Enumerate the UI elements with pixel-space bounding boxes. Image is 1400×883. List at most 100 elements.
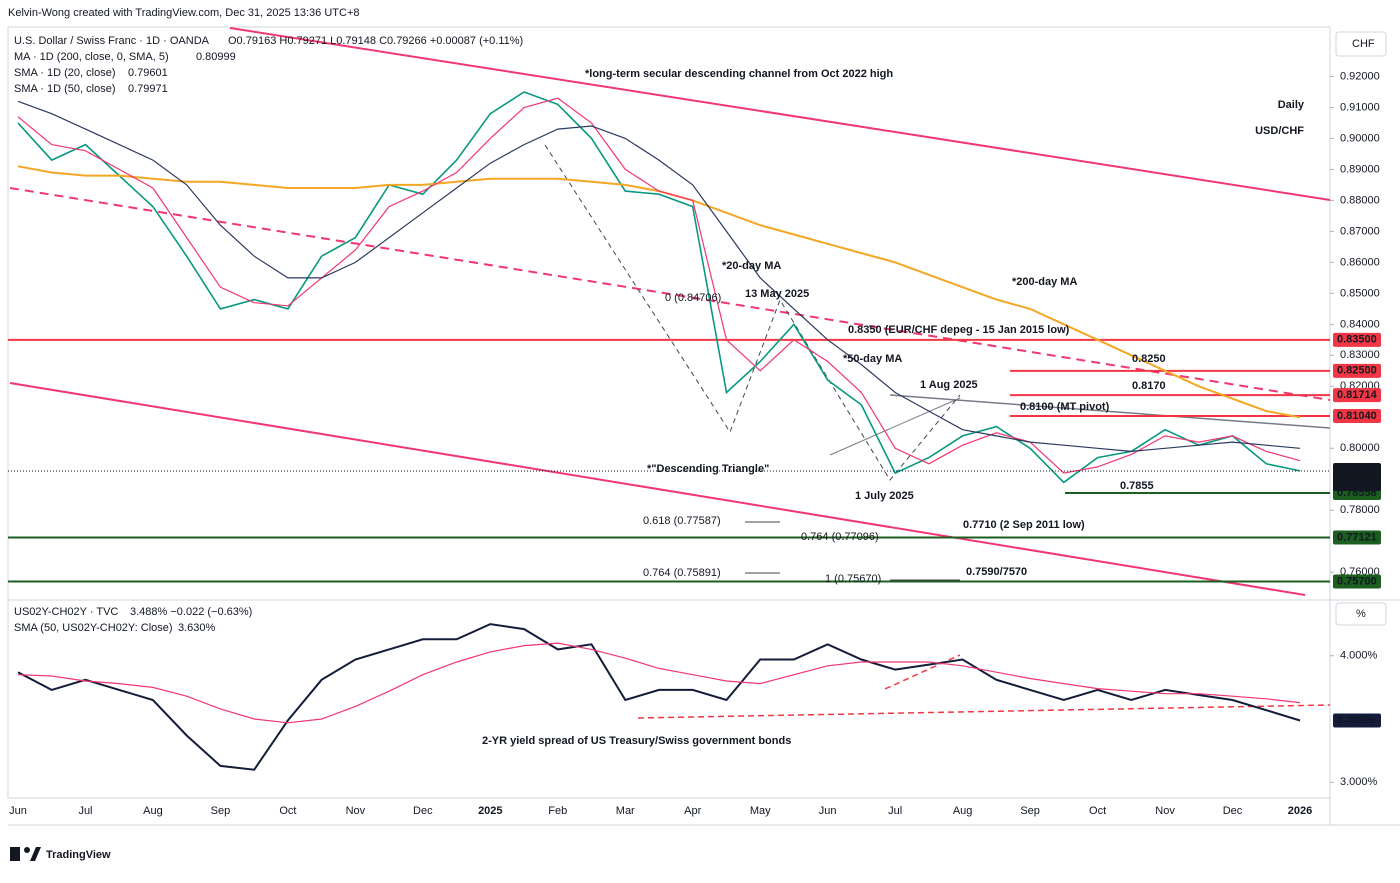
level-tag bbox=[1333, 574, 1381, 589]
annotation: 0.764 (0.77096) bbox=[801, 531, 879, 543]
y-tick-label: 0.87000 bbox=[1340, 225, 1380, 237]
annotation: 0.8100 (MT pivot) bbox=[1020, 401, 1110, 413]
x-tick-label: Oct bbox=[279, 805, 296, 817]
annotation: 0.618 (0.77587) bbox=[643, 515, 721, 527]
x-tick-label: Jun bbox=[9, 805, 27, 817]
y-tick-label: 0.78000 bbox=[1340, 504, 1380, 516]
fib-path bbox=[544, 144, 961, 481]
annotation: 0.8250 bbox=[1132, 353, 1166, 365]
level-tag-label: 0.75700 bbox=[1337, 575, 1377, 587]
y-tick-label: 3.000% bbox=[1340, 776, 1378, 788]
annotation: 0.8170 bbox=[1132, 380, 1166, 392]
annotation: 1 (0.75670) bbox=[825, 573, 881, 585]
y-tick-label: 0.91000 bbox=[1340, 101, 1380, 113]
brand: TradingView bbox=[46, 849, 111, 861]
currency: CHF bbox=[1352, 38, 1375, 50]
x-tick-label: Aug bbox=[953, 805, 973, 817]
x-tick-label: Dec bbox=[1223, 805, 1243, 817]
legend-value: 0.79971 bbox=[128, 83, 168, 95]
triangle-upper bbox=[889, 394, 1331, 429]
level-tag-label: 0.83500 bbox=[1337, 334, 1377, 346]
legend-value: 3.630% bbox=[178, 622, 216, 634]
y-tick-label: 0.88000 bbox=[1340, 194, 1380, 206]
x-tick-label: Dec bbox=[413, 805, 433, 817]
x-tick-label: 2026 bbox=[1288, 805, 1312, 817]
annotation: 0.8350 (EUR/CHF depeg - 15 Jan 2015 low) bbox=[848, 324, 1070, 336]
logo-mark bbox=[10, 847, 20, 861]
series-line bbox=[17, 642, 1301, 724]
annotation: 1 Aug 2025 bbox=[920, 379, 978, 391]
annotation: 0.7855 bbox=[1120, 480, 1154, 492]
level-tag-label: 0.81714 bbox=[1337, 389, 1378, 401]
currency-box[interactable] bbox=[1335, 31, 1387, 57]
annotation: *200-day MA bbox=[1012, 276, 1077, 288]
legend-name: US02Y-CH02Y · TVC bbox=[14, 606, 118, 618]
subtitle: USD/CHF bbox=[1255, 125, 1304, 137]
credit: Kelvin-Wong created with TradingView.com… bbox=[8, 7, 359, 19]
legend-name: SMA (50, US02Y-CH02Y: Close) bbox=[14, 622, 173, 634]
series-line bbox=[17, 91, 1301, 484]
level-tag-label: 0.82500 bbox=[1337, 365, 1377, 377]
level-tag-label: 0.81040 bbox=[1337, 410, 1377, 422]
y-tick-label: 0.89000 bbox=[1340, 163, 1380, 175]
x-tick-label: Aug bbox=[143, 805, 163, 817]
level-tag bbox=[1333, 388, 1381, 403]
spread-trendline bbox=[884, 654, 961, 690]
legend-value: 0.79601 bbox=[128, 67, 168, 79]
annotation: 13 May 2025 bbox=[745, 288, 809, 300]
x-tick-label: Jun bbox=[819, 805, 837, 817]
x-tick-label: Nov bbox=[346, 805, 366, 817]
x-tick-label: Mar bbox=[616, 805, 635, 817]
last-price-tag bbox=[1333, 463, 1381, 492]
x-tick-label: Jul bbox=[78, 805, 92, 817]
countdown: 16:23:34 bbox=[1337, 477, 1380, 489]
annotation: *long-term secular descending channel fr… bbox=[585, 68, 893, 80]
legend-symbol: U.S. Dollar / Swiss Franc · 1D · OANDA bbox=[14, 35, 210, 47]
annotation: *20-day MA bbox=[722, 260, 781, 272]
last-price-label: 0.79266 bbox=[1337, 464, 1377, 476]
title: Daily bbox=[1278, 99, 1305, 111]
last-value-tag bbox=[1333, 713, 1381, 728]
annotation: 0.7710 (2 Sep 2011 low) bbox=[963, 519, 1085, 531]
channel-lower bbox=[9, 382, 1306, 596]
legend-name: SMA · 1D (20, close) bbox=[14, 67, 115, 79]
x-tick-label: 2025 bbox=[478, 805, 502, 817]
level-tag bbox=[1333, 332, 1381, 347]
level-tag-label: 0.77121 bbox=[1337, 531, 1377, 543]
spread-support bbox=[637, 704, 1331, 719]
legend-value: 3.488% −0.022 (−0.63%) bbox=[130, 606, 252, 618]
unit: % bbox=[1356, 608, 1366, 620]
x-tick-label: Jul bbox=[888, 805, 902, 817]
series-line bbox=[17, 623, 1301, 771]
legend-ohlc: O0.79163 H0.79271 L0.79148 C0.79266 +0.0… bbox=[228, 35, 523, 47]
y-tick-label: 0.90000 bbox=[1340, 132, 1380, 144]
level-tag bbox=[1333, 363, 1381, 378]
annotation: *50-day MA bbox=[843, 353, 902, 365]
annotation: 2-YR yield spread of US Treasury/Swiss g… bbox=[482, 735, 791, 747]
annotation: 1 July 2025 bbox=[855, 490, 914, 502]
channel-upper bbox=[229, 27, 1331, 201]
legend-name: SMA · 1D (50, close) bbox=[14, 83, 115, 95]
x-tick-label: Sep bbox=[211, 805, 231, 817]
y-tick-label: 0.92000 bbox=[1340, 70, 1380, 82]
x-tick-label: Oct bbox=[1089, 805, 1106, 817]
logo-mark bbox=[24, 847, 30, 853]
y-tick-label: 0.86000 bbox=[1340, 256, 1380, 268]
y-tick-label: 0.84000 bbox=[1340, 318, 1380, 330]
logo-mark bbox=[30, 847, 41, 861]
series-line bbox=[17, 97, 1301, 474]
y-tick-label: 0.85000 bbox=[1340, 287, 1380, 299]
x-tick-label: Apr bbox=[684, 805, 701, 817]
annotation: 0.764 (0.75891) bbox=[643, 567, 721, 579]
triangle-arrow bbox=[829, 397, 961, 456]
annotation: 0.7590/7570 bbox=[966, 566, 1027, 578]
legend-value: 0.80999 bbox=[196, 51, 236, 63]
y-tick-label: 0.80000 bbox=[1340, 442, 1380, 454]
dashed-trendline bbox=[9, 187, 1331, 401]
x-tick-label: May bbox=[750, 805, 771, 817]
last-value-label: 3.488% bbox=[1337, 714, 1375, 726]
series-line bbox=[17, 100, 1301, 453]
legend-name: MA · 1D (200, close, 0, SMA, 5) bbox=[14, 51, 169, 63]
unit-box[interactable] bbox=[1335, 602, 1387, 626]
